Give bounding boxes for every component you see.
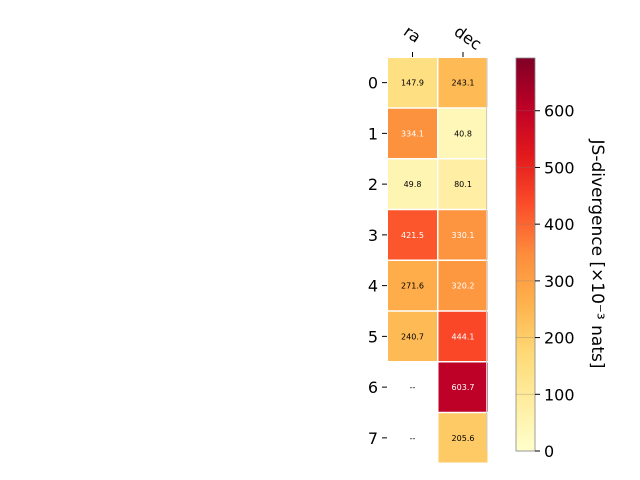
row-tick-label: 6 [368,378,378,397]
column-tick-label: ra [400,22,424,47]
cell-value-label: -- [410,383,416,392]
heatmap-cell [438,261,488,311]
row-tick-label: 7 [368,429,378,448]
row-tick-label: 0 [368,74,378,93]
cell-value-label: 205.6 [452,434,475,443]
colorbar-tick-label: 600 [544,102,575,121]
row-tick-label: 5 [368,327,378,346]
cell-value-label: -- [410,434,416,443]
heatmap-cell [388,210,437,260]
heatmap-cell [438,159,488,209]
cell-value-label: 80.1 [454,180,472,189]
cell-value-label: 147.9 [401,79,424,88]
cell-value-label: 603.7 [452,383,475,392]
row-tick-label: 4 [368,277,378,296]
heatmap-cell [388,108,437,158]
heatmap-cell [388,58,437,108]
cell-value-label: 421.5 [401,231,424,240]
colorbar-tick-label: 0 [544,442,554,461]
row-tick-label: 2 [368,175,378,194]
row-tick-labels: 0 1 2 3 4 5 6 7 [368,74,387,448]
cell-value-label: 330.1 [452,231,475,240]
row-tick-label: 3 [368,226,378,245]
heatmap-cell [438,311,488,361]
colorbar-tick-label: 300 [544,272,575,291]
heatmap-cell [388,159,437,209]
cell-value-label: 334.1 [401,129,424,138]
cell-value-label: 320.2 [452,282,475,291]
heatmap-cell [438,362,488,412]
colorbar-gradient [515,57,536,452]
heatmap-cell [438,210,488,260]
cell-value-label: 240.7 [401,332,424,341]
cell-value-label: 40.8 [454,129,472,138]
column-tick-label: dec [451,22,485,54]
colorbar-label: JS-divergence [×10⁻³ nats] [587,139,607,369]
cell-value-label: 49.8 [404,180,422,189]
heatmap-cell [438,108,488,158]
colorbar-tick-label: 400 [544,215,575,234]
heatmap-cell [388,261,437,311]
colorbar-tick-label: 200 [544,329,575,348]
colorbar: 0 100 200 300 400 500 600 [515,57,575,461]
cell-value-label: 271.6 [401,282,424,291]
colorbar-tick-label: 100 [544,385,575,404]
cell-value-label: 243.1 [452,79,475,88]
column-tick-labels: ra dec [400,22,485,57]
heatmap-cells: 147.9 243.1 334.1 40.8 49.8 80.1 421.5 330.1 271… [388,58,488,463]
heatmap-cell [438,413,488,463]
row-tick-label: 1 [368,124,378,143]
cell-value-label: 444.1 [452,332,475,341]
colorbar-tick-label: 500 [544,158,575,177]
heatmap-cell [388,311,437,361]
heatmap-cell [438,58,488,108]
